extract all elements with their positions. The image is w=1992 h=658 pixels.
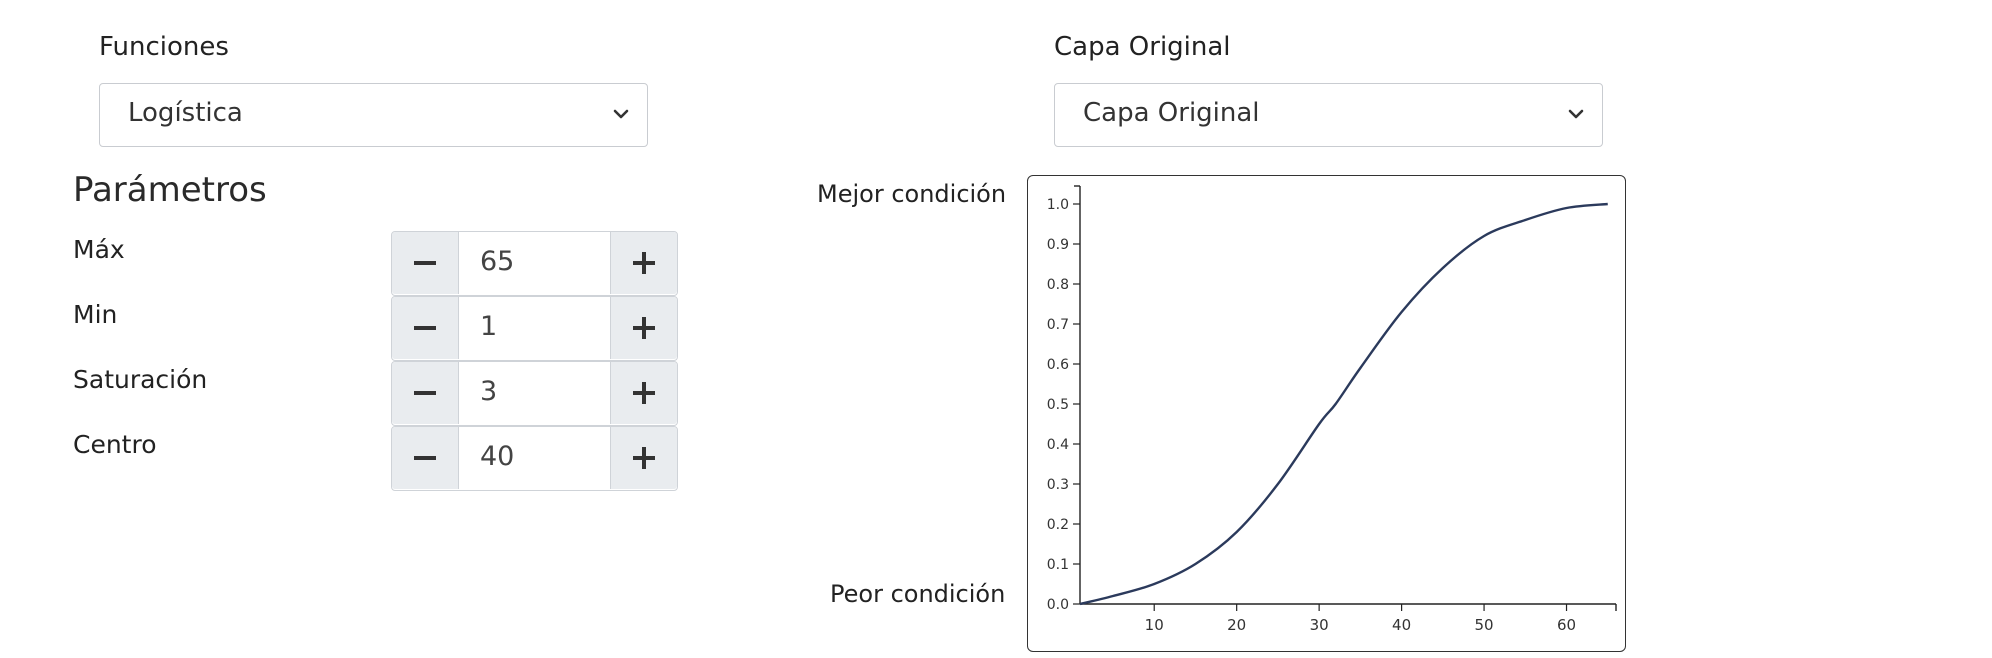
x-tick-label: 20 (1227, 616, 1246, 634)
minus-icon (414, 391, 436, 395)
y-tick-label: 0.5 (1047, 397, 1069, 413)
chevron-down-icon (1568, 109, 1584, 119)
y-tick-label: 1.0 (1047, 197, 1069, 213)
logistic-curve-series (1079, 202, 1608, 606)
y-tick-label: 0.7 (1047, 317, 1069, 333)
min-value[interactable]: 1 (480, 311, 498, 342)
param-label-centro: Centro (73, 430, 157, 459)
funciones-select[interactable]: Logística (99, 83, 648, 147)
capa-label: Capa Original (1054, 32, 1231, 62)
minus-icon (414, 261, 436, 265)
max-stepper[interactable]: 65 (391, 231, 678, 296)
min-increment-button[interactable] (610, 297, 677, 359)
capa-select[interactable]: Capa Original (1054, 83, 1603, 147)
y-tick-label: 0.2 (1047, 517, 1069, 533)
param-label-max: Máx (73, 235, 125, 264)
x-tick-label: 40 (1392, 616, 1411, 634)
saturacion-stepper[interactable]: 3 (391, 361, 678, 426)
param-label-saturacion: Saturación (73, 365, 208, 394)
x-tick-label: 10 (1145, 616, 1164, 634)
centro-stepper[interactable]: 40 (391, 426, 678, 491)
best-condition-label: Mejor condición (817, 180, 1007, 208)
centro-increment-button[interactable] (610, 427, 677, 489)
plus-icon (633, 317, 655, 339)
y-tick-label: 0.1 (1047, 557, 1069, 573)
y-tick-label: 0.8 (1047, 277, 1069, 293)
saturacion-increment-button[interactable] (610, 362, 677, 424)
logistic-chart: 0.0 0.1 0.2 0.3 0.4 0.5 0.6 0.7 0.8 0.9 1.0 10 20 30 4… (1047, 185, 1617, 634)
max-decrement-button[interactable] (392, 232, 459, 294)
minus-icon (414, 326, 436, 330)
min-stepper[interactable]: 1 (391, 296, 678, 361)
parametros-heading: Parámetros (73, 170, 267, 210)
y-tick-label: 0.4 (1047, 437, 1069, 453)
chart-frame: 0.0 0.1 0.2 0.3 0.4 0.5 0.6 0.7 0.8 0.9 1.0 10 20 30 4… (1027, 175, 1626, 652)
min-decrement-button[interactable] (392, 297, 459, 359)
funciones-selected-value: Logística (128, 98, 243, 128)
centro-decrement-button[interactable] (392, 427, 459, 489)
capa-selected-value: Capa Original (1083, 98, 1260, 128)
plus-icon (633, 252, 655, 274)
plus-icon (633, 447, 655, 469)
saturacion-decrement-button[interactable] (392, 362, 459, 424)
max-increment-button[interactable] (610, 232, 677, 294)
y-tick-label: 0.0 (1047, 597, 1069, 613)
chevron-down-icon (613, 109, 629, 119)
minus-icon (414, 456, 436, 460)
x-tick-label: 60 (1557, 616, 1576, 634)
x-tick-label: 30 (1310, 616, 1329, 634)
worst-condition-label: Peor condición (830, 580, 1006, 608)
x-tick-label: 50 (1475, 616, 1494, 634)
y-tick-label: 0.6 (1047, 357, 1069, 373)
y-tick-label: 0.3 (1047, 477, 1069, 493)
centro-value[interactable]: 40 (480, 441, 515, 472)
param-label-min: Min (73, 300, 118, 329)
max-value[interactable]: 65 (480, 246, 515, 277)
y-tick-label: 0.9 (1047, 237, 1069, 253)
funciones-label: Funciones (99, 32, 229, 62)
saturacion-value[interactable]: 3 (480, 376, 498, 407)
plus-icon (633, 382, 655, 404)
